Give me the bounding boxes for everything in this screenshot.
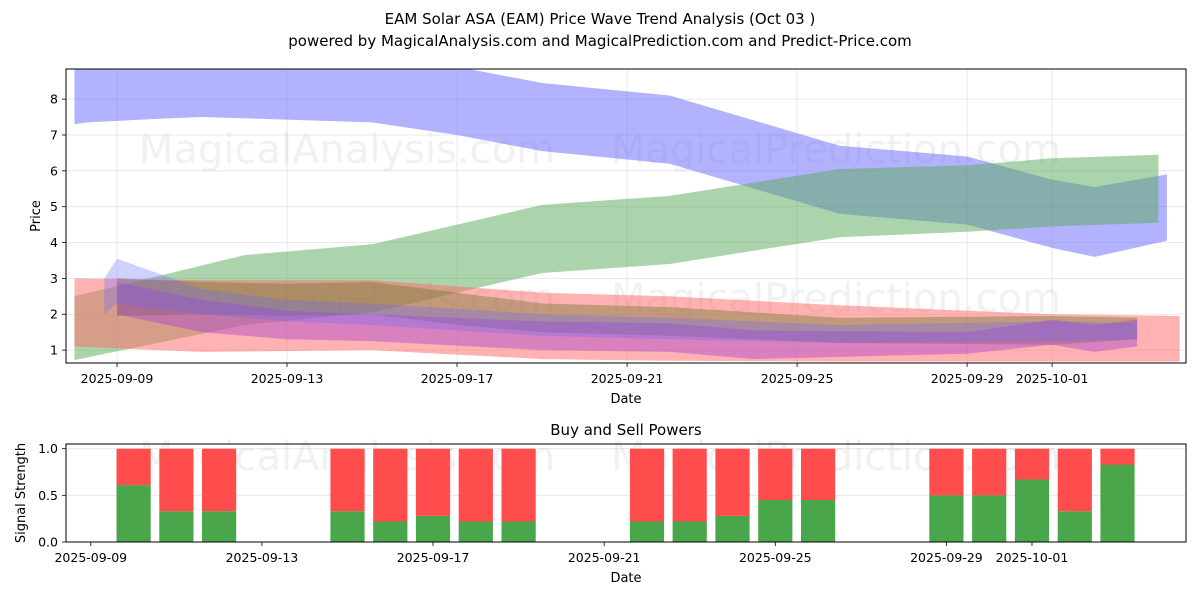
buy-bar: [501, 521, 536, 542]
bar-x-axis-label: Date: [610, 571, 641, 586]
bars: [116, 448, 1135, 542]
price-bands: [74, 69, 1180, 362]
sell-bar: [929, 448, 964, 496]
price-y-ticks: 1 2 3 4 5 6 7 8: [50, 92, 66, 358]
price-y-tick-label: 5: [50, 199, 58, 214]
purple-wave-band: [117, 282, 1138, 360]
bar-x-tick-label: 2025-09-29: [910, 550, 983, 565]
bar-y-axis-label: Signal Strength: [14, 443, 29, 543]
buy-bar: [373, 521, 408, 542]
buy-sell-chart: Buy and Sell Powers MagicalAnalysis.comM…: [14, 421, 1187, 586]
price-x-tick-label: 2025-09-09: [81, 371, 154, 386]
sell-bar: [715, 448, 750, 516]
bar-plot-frame: [65, 443, 1187, 543]
buy-bar: [929, 495, 964, 542]
olive-wave-band: [117, 278, 1138, 345]
bar-x-tick-label: 2025-09-25: [739, 550, 812, 565]
buy-bar: [116, 485, 151, 542]
sell-bar: [758, 448, 793, 500]
sell-bar: [1100, 448, 1135, 465]
sell-bar: [629, 448, 665, 522]
bar-x-tick-label: 2025-09-21: [568, 550, 641, 565]
sell-bar: [1057, 448, 1092, 512]
buy-bar: [330, 511, 365, 542]
price-x-axis-label: Date: [610, 392, 641, 407]
bar-x-tick-label: 2025-09-13: [226, 550, 299, 565]
sell-bar: [415, 448, 451, 516]
sell-bar: [116, 448, 151, 486]
price-x-tick-label: 2025-09-29: [931, 371, 1004, 386]
buy-bar: [672, 521, 707, 542]
red-wave-band: [74, 278, 1180, 362]
bar-y-tick-label: 0.5: [38, 488, 58, 503]
buy-bar: [458, 521, 493, 542]
price-x-tick-label: 2025-09-17: [421, 371, 494, 386]
buy-bar: [715, 515, 750, 542]
price-y-tick-label: 6: [50, 163, 58, 178]
bar-chart-title: Buy and Sell Powers: [550, 421, 702, 439]
buy-bar: [1014, 479, 1050, 542]
sell-bar: [202, 448, 237, 512]
price-y-tick-label: 1: [50, 343, 58, 358]
sell-bar: [159, 448, 194, 512]
price-y-tick-label: 8: [50, 92, 58, 107]
sell-bar: [972, 448, 1007, 496]
price-wave-chart: MagicalAnalysis.comMagicalPrediction.com…: [29, 68, 1187, 407]
sell-bar: [1014, 448, 1050, 480]
price-plot-frame: [65, 68, 1187, 364]
buy-bar: [972, 495, 1007, 542]
bar-y-tick-label: 0.0: [38, 535, 58, 550]
bar-y-ticks: 0.0 0.5 1.0: [38, 441, 66, 550]
bar-y-tick-label: 1.0: [38, 441, 58, 456]
buy-bar: [629, 521, 665, 542]
buy-bar: [159, 511, 194, 542]
blue-lower-wave-band: [104, 258, 1138, 343]
buy-bar: [758, 500, 793, 542]
price-x-tick-label: 2025-09-25: [761, 371, 834, 386]
price-y-tick-label: 3: [50, 271, 58, 286]
sell-bar: [501, 448, 536, 522]
buy-bar: [801, 500, 836, 542]
bar-x-tick-label: 2025-10-01: [996, 550, 1069, 565]
buy-bar: [1057, 511, 1092, 542]
price-y-tick-label: 2: [50, 307, 58, 322]
buy-bar: [1100, 464, 1135, 542]
price-x-tick-label: 2025-09-13: [251, 371, 324, 386]
price-x-tick-label: 2025-09-21: [591, 371, 664, 386]
sell-bar: [672, 448, 707, 522]
bar-x-ticks: 2025-09-09 2025-09-13 2025-09-17 2025-09-21…: [54, 542, 1068, 565]
price-x-tick-label: 2025-10-01: [1016, 371, 1089, 386]
sell-bar: [330, 448, 365, 512]
price-y-tick-label: 4: [50, 235, 58, 250]
bar-x-tick-label: 2025-09-17: [397, 550, 470, 565]
chart-title: EAM Solar ASA (EAM) Price Wave Trend Ana…: [384, 10, 816, 28]
sell-bar: [458, 448, 493, 522]
sell-bar: [373, 448, 408, 522]
price-x-ticks: 2025-09-09 2025-09-13 2025-09-17 2025-09-21…: [81, 363, 1089, 386]
buy-bar: [415, 515, 451, 542]
bar-x-tick-label: 2025-09-09: [54, 550, 127, 565]
buy-bar: [202, 511, 237, 542]
chart-subtitle: powered by MagicalAnalysis.com and Magic…: [288, 32, 912, 50]
price-y-tick-label: 7: [50, 127, 58, 142]
sell-bar: [801, 448, 836, 500]
price-y-axis-label: Price: [29, 200, 44, 232]
